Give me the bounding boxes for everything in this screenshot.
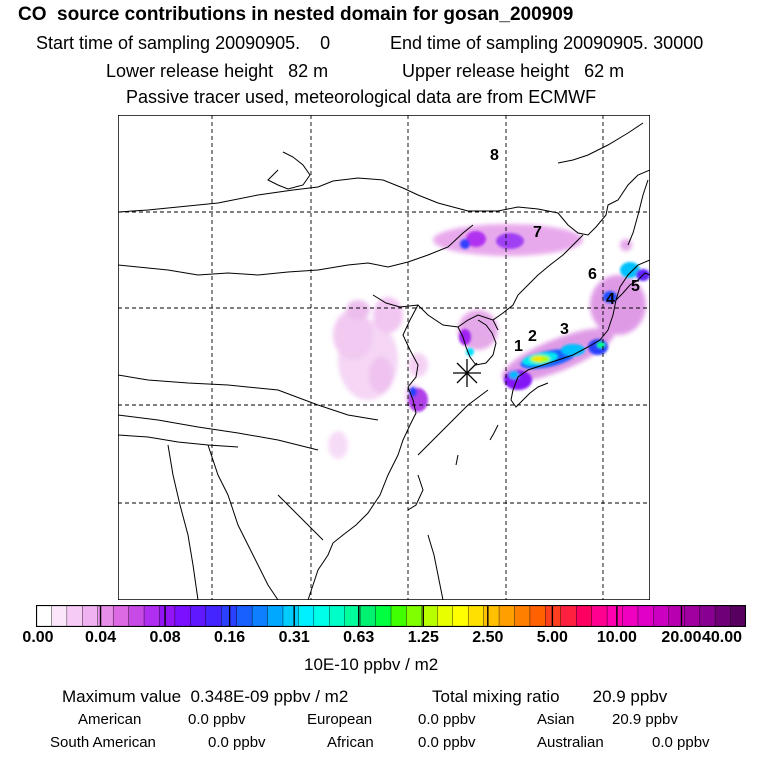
colorbar-cell <box>375 605 392 627</box>
marker-6: 6 <box>588 266 597 283</box>
upper-release-height: Upper release height 62 m <box>402 61 625 81</box>
marker-7: 7 <box>533 224 542 241</box>
marker-8: 8 <box>490 147 499 164</box>
total-mixing-ratio: Total mixing ratio 20.9 ppbv <box>432 687 668 706</box>
colorbar-cell <box>112 605 130 627</box>
receptor-marker <box>453 359 481 387</box>
colorbar-cell <box>622 605 639 627</box>
colorbar-cell <box>684 605 701 627</box>
colorbar-tick-label: 5.00 <box>536 629 568 646</box>
colorbar-cell <box>545 605 562 627</box>
colorbar-tick-label: 20.00 <box>661 629 702 646</box>
colorbar-cell <box>637 605 655 627</box>
value-african: 0.0 ppbv <box>418 734 476 751</box>
maximum-value: Maximum value 0.348E-09 ppbv / m2 <box>62 687 349 706</box>
colorbar-cell <box>699 605 716 627</box>
marker-3: 3 <box>560 321 569 338</box>
marker-1: 1 <box>514 338 523 355</box>
colorbar-cell <box>313 605 330 627</box>
tracer-note: Passive tracer used, meteorological data… <box>126 87 597 107</box>
end-time: End time of sampling 20090905. 30000 <box>390 33 704 53</box>
region-african: African <box>327 734 374 751</box>
colorbar-cell <box>437 605 454 627</box>
colorbar-tick-label: 0.63 <box>343 629 375 646</box>
colorbar-cell <box>390 605 408 627</box>
colorbar-tick-label: 0.08 <box>149 629 181 646</box>
colorbar-cell <box>267 605 284 627</box>
region-american: American <box>78 711 142 728</box>
colorbar-cell <box>205 605 222 627</box>
colorbar-cell <box>529 605 547 627</box>
marker-2: 2 <box>528 328 537 345</box>
colorbar-tick-label: 40.00 <box>701 629 743 646</box>
colorbar-cell <box>498 605 516 627</box>
colorbar-cell <box>66 605 84 627</box>
colorbar-cell <box>576 605 593 627</box>
colorbar-cell <box>128 605 145 627</box>
colorbar-cell <box>421 605 438 627</box>
region-australian: Australian <box>537 734 604 751</box>
colorbar-cell <box>653 605 670 627</box>
colorbar <box>36 605 746 627</box>
map-panel: 1 2 3 4 5 6 7 8 <box>118 115 650 600</box>
value-asian: 20.9 ppbv <box>612 711 678 728</box>
colorbar-tick-label: 0.31 <box>278 629 310 646</box>
grid-lines <box>118 115 650 600</box>
colorbar-cell <box>606 605 624 627</box>
chart-title: CO source contributions in nested domain… <box>18 4 574 25</box>
colorbar-cell <box>730 605 746 627</box>
colorbar-cell <box>251 605 269 627</box>
colorbar-cell <box>174 605 192 627</box>
value-australian: 0.0 ppbv <box>652 734 710 751</box>
value-european: 0.0 ppbv <box>418 711 476 728</box>
start-time: Start time of sampling 20090905. 0 <box>36 33 331 53</box>
concentration-plumes <box>328 224 650 459</box>
colorbar-cell <box>467 605 485 627</box>
colorbar-cell <box>298 605 315 627</box>
region-european: European <box>307 711 373 728</box>
colorbar-cell <box>591 605 608 627</box>
region-south-american: South American <box>50 734 156 751</box>
colorbar-cell <box>560 605 577 627</box>
colorbar-cell <box>82 605 99 627</box>
colorbar-cell <box>51 605 68 627</box>
colorbar-cell <box>668 605 685 627</box>
value-american: 0.0 ppbv <box>188 711 246 728</box>
colorbar-tick-label: 2.50 <box>472 629 504 646</box>
colorbar-cell <box>714 605 732 627</box>
value-south-american: 0.0 ppbv <box>208 734 266 751</box>
marker-4: 4 <box>606 291 615 308</box>
colorbar-cell <box>159 605 176 627</box>
lower-release-height: Lower release height 82 m <box>106 61 329 81</box>
colorbar-unit: 10E-10 ppbv / m2 <box>304 655 439 674</box>
colorbar-cell <box>452 605 469 627</box>
colorbar-cell <box>359 605 377 627</box>
colorbar-tick-label: 0.04 <box>84 629 117 646</box>
colorbar-cell <box>406 605 423 627</box>
colorbar-tick-label: 0.16 <box>214 629 246 646</box>
colorbar-cell <box>190 605 207 627</box>
colorbar-cell <box>282 605 300 627</box>
colorbar-cell <box>36 605 53 627</box>
colorbar-cell <box>143 605 161 627</box>
colorbar-cell <box>514 605 531 627</box>
marker-5: 5 <box>631 278 640 295</box>
region-asian: Asian <box>537 711 575 728</box>
colorbar-tick-label: 1.25 <box>407 629 439 646</box>
coastlines-borders <box>118 122 650 600</box>
colorbar-cell <box>329 605 346 627</box>
colorbar-cell <box>483 605 500 627</box>
colorbar-cell <box>236 605 253 627</box>
colorbar-tick-label: 10.00 <box>596 629 637 646</box>
colorbar-tick-label: 0.00 <box>22 629 54 646</box>
